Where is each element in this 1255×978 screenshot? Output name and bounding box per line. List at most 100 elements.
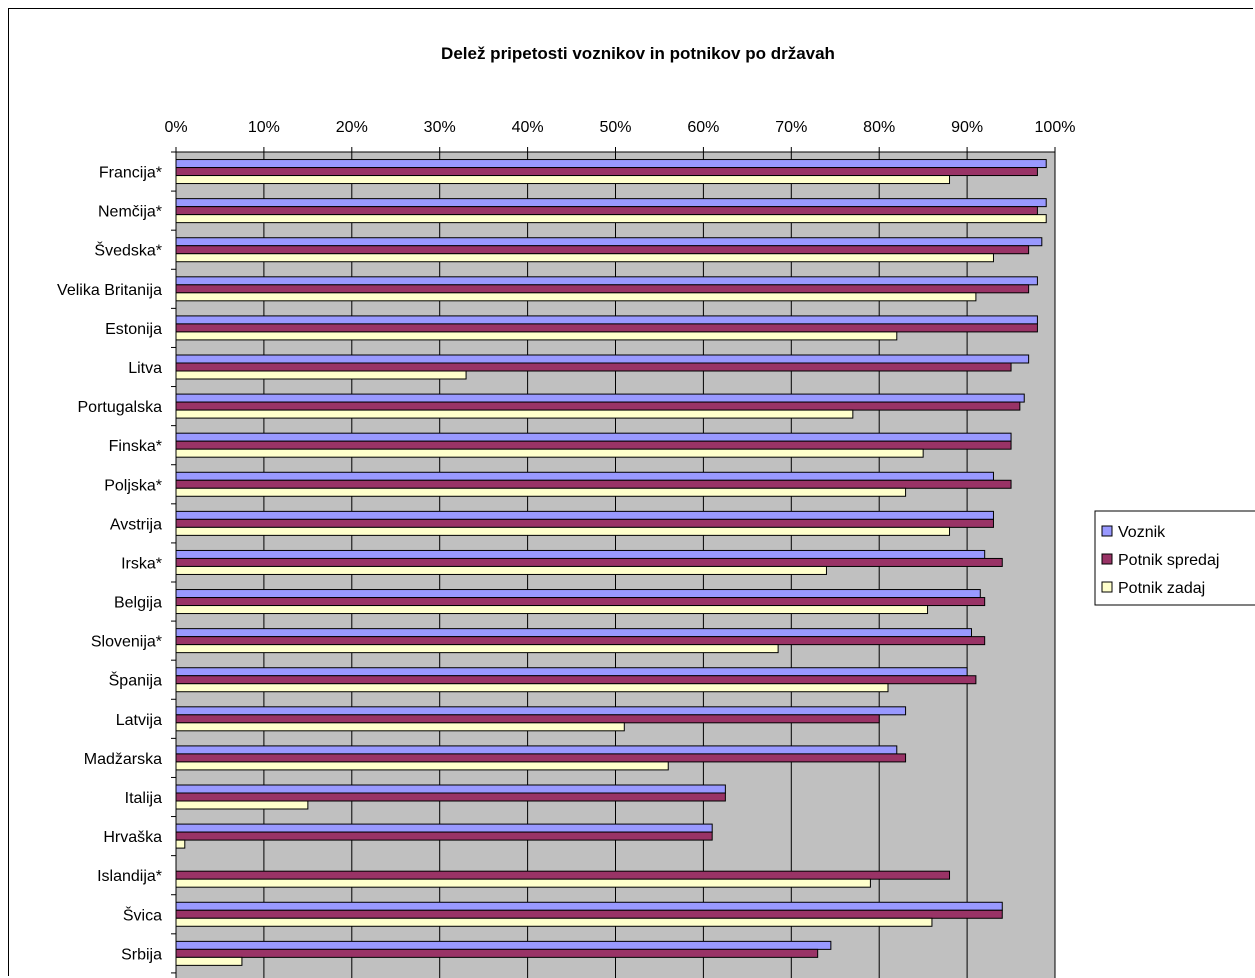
bar-potnik-spredaj [175,362,1012,372]
bar-potnik-zadaj [175,956,243,966]
bar-potnik-spredaj [175,284,1030,294]
bar-potnik-spredaj [175,323,1038,333]
x-tick-label: 60% [687,119,719,136]
category-label: Poljska* [104,477,162,494]
bar-potnik-spredaj [175,518,994,528]
bar-potnik-spredaj [175,245,1030,255]
category-label: Litva [128,360,162,377]
bar-voznik [175,237,1043,247]
bar-voznik [175,589,981,599]
bar-potnik-zadaj [175,839,186,849]
bar-potnik-spredaj [175,557,1003,567]
bar-potnik-spredaj [175,909,1003,919]
bar-potnik-zadaj [175,683,889,693]
bar-voznik [175,354,1030,364]
bar-potnik-spredaj [175,870,951,880]
bar-voznik [175,471,994,481]
category-label: Madžarska [84,751,162,768]
bar-voznik [175,315,1038,325]
bar-potnik-spredaj [175,675,977,685]
category-label: Nemčija* [98,204,162,221]
bar-potnik-spredaj [175,167,1038,177]
x-tick-label: 80% [863,119,895,136]
bar-potnik-zadaj [175,565,827,575]
category-label: Estonija [105,321,162,338]
legend-label: Voznik [1118,524,1166,541]
bar-potnik-zadaj [175,175,951,185]
bar-potnik-spredaj [175,948,819,958]
bar-potnik-zadaj [175,253,994,263]
bar-potnik-spredaj [175,753,907,763]
legend-swatch [1101,553,1113,565]
x-tick-label: 10% [248,119,280,136]
x-tick-label: 90% [951,119,983,136]
bar-potnik-zadaj [175,409,854,419]
x-tick-label: 0% [164,119,187,136]
x-tick-label: 70% [775,119,807,136]
chart-title: Delež pripetosti voznikov in potnikov po… [441,44,835,63]
category-label: Portugalska [78,399,163,416]
x-tick-label: 20% [336,119,368,136]
category-label: Srbija [121,946,162,963]
bar-voznik [175,628,972,638]
bar-potnik-zadaj [175,878,871,888]
bar-potnik-spredaj [175,792,726,802]
bar-potnik-zadaj [175,917,933,927]
legend-swatch [1101,581,1113,593]
bar-potnik-zadaj [175,605,929,615]
bar-voznik [175,510,994,520]
category-label: Islandija* [97,868,162,885]
x-tick-label: 100% [1035,119,1076,136]
bar-potnik-zadaj [175,448,924,458]
bar-potnik-spredaj [175,479,1012,489]
bar-voznik [175,667,968,677]
category-label: Hrvaška [103,829,162,846]
bar-voznik [175,784,726,794]
bar-potnik-zadaj [175,292,977,302]
bar-potnik-spredaj [175,597,986,607]
x-tick-label: 40% [512,119,544,136]
category-label: Francija* [99,165,162,182]
bar-potnik-zadaj [175,370,467,380]
x-tick-label: 30% [424,119,456,136]
category-label: Italija [125,790,162,807]
category-label: Latvija [116,712,162,729]
bar-voznik [175,432,1012,442]
bar-potnik-spredaj [175,714,880,724]
bar-voznik [175,198,1047,208]
bar-voznik [175,393,1025,403]
legend-label: Potnik spredaj [1118,552,1219,569]
bar-potnik-zadaj [175,722,625,732]
bar-voznik [175,901,1003,911]
x-tick-label: 50% [599,119,631,136]
bar-potnik-spredaj [175,831,713,841]
category-label: Finska* [109,438,162,455]
bar-potnik-zadaj [175,800,309,810]
category-label: Švedska* [94,241,162,260]
bar-potnik-zadaj [175,526,951,536]
bar-potnik-spredaj [175,206,1038,216]
bar-potnik-zadaj [175,214,1047,224]
category-label: Švica [123,905,162,924]
category-label: Španija [109,671,162,690]
bar-voznik [175,159,1047,169]
bar-potnik-spredaj [175,401,1021,411]
category-label: Irska* [121,555,162,572]
bar-potnik-spredaj [175,440,1012,450]
bar-potnik-zadaj [175,331,898,341]
bar-potnik-spredaj [175,636,986,646]
bar-voznik [175,549,986,559]
bar-voznik [175,823,713,833]
bar-voznik [175,940,832,950]
bar-voznik [175,706,907,716]
category-label: Slovenija* [91,634,162,651]
bar-voznik [175,745,898,755]
legend-label: Potnik zadaj [1118,580,1205,597]
legend-box [1094,510,1255,606]
bar-potnik-zadaj [175,761,669,771]
bar-potnik-zadaj [175,644,779,654]
bar-voznik [175,276,1038,286]
bar-potnik-zadaj [175,487,907,497]
category-label: Belgija [114,595,162,612]
